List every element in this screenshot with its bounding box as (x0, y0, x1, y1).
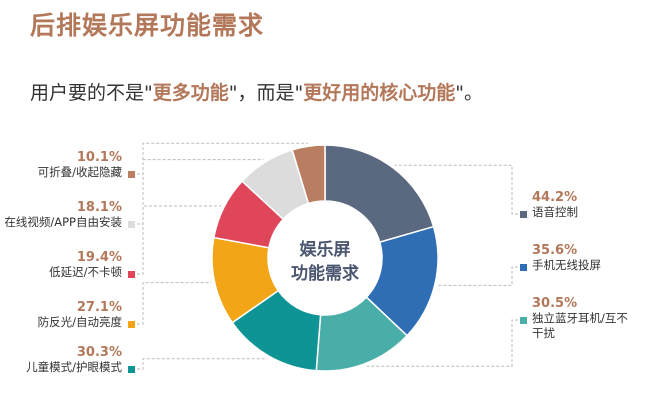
subtitle: 用户要的不是"更多功能"，而是"更好用的核心功能"。 (30, 78, 483, 105)
leader-line (137, 159, 264, 225)
center-label: 功能需求 (291, 263, 359, 284)
leader-line (137, 205, 222, 275)
category-label: 语音控制 (532, 205, 578, 219)
category-label: 独立蓝牙耳机/互不干扰 (532, 311, 628, 340)
subtitle-part: "，而是" (228, 82, 304, 104)
subtitle-part: 更多功能 (152, 82, 229, 104)
legend-marker (128, 221, 135, 228)
leader-line (137, 142, 308, 175)
subtitle-part: 更好用的核心功能 (303, 82, 456, 104)
leader-line (394, 164, 518, 215)
value-label: 18.1% (76, 200, 122, 215)
slice-label: 18.1% 在线视频/APP自由安装 (2, 200, 122, 230)
value-label: 30.5% (532, 296, 578, 311)
legend-marker (128, 271, 135, 278)
legend-marker (128, 321, 135, 328)
value-label: 19.4% (76, 250, 122, 265)
slice-label: 27.1% 防反光/自动亮度 (2, 300, 122, 330)
subtitle-part: 用户要的不是" (30, 82, 153, 104)
leader-line (437, 266, 518, 286)
slice-label: 30.5% 独立蓝牙耳机/互不干扰 (532, 296, 632, 341)
category-label: 低延迟/不卡顿 (49, 265, 122, 279)
leader-line (366, 319, 518, 367)
legend-marker (520, 211, 527, 218)
category-label: 儿童模式/护眼模式 (26, 360, 122, 374)
leader-line (137, 358, 268, 370)
title: 后排娱乐屏功能需求 (30, 11, 265, 40)
category-label: 手机无线投屏 (532, 258, 601, 272)
value-label: 10.1% (76, 150, 122, 165)
category-label: 防反光/自动亮度 (37, 315, 122, 329)
legend-marker (520, 264, 527, 271)
center-label: 娱乐屏 (300, 239, 351, 260)
slice-label: 10.1% 可折叠/收起隐藏 (2, 150, 122, 180)
value-label: 27.1% (76, 300, 122, 315)
value-label: 35.6% (532, 243, 578, 258)
category-label: 可折叠/收起隐藏 (37, 165, 122, 179)
value-label: 30.3% (76, 345, 122, 360)
legend-marker (128, 171, 135, 178)
slice-label: 30.3% 儿童模式/护眼模式 (2, 345, 122, 375)
slice-label: 44.2% 语音控制 (532, 190, 632, 220)
donut-slice (291, 144, 326, 205)
donut-slice (324, 144, 435, 244)
subtitle-part: "。 (455, 82, 484, 104)
leader-line (137, 282, 212, 325)
slice-label: 35.6% 手机无线投屏 (532, 243, 632, 273)
legend-marker (520, 317, 527, 324)
legend-marker (128, 366, 135, 373)
slice-label: 19.4% 低延迟/不卡顿 (2, 250, 122, 280)
value-label: 44.2% (532, 190, 578, 205)
category-label: 在线视频/APP自由安装 (4, 215, 122, 229)
